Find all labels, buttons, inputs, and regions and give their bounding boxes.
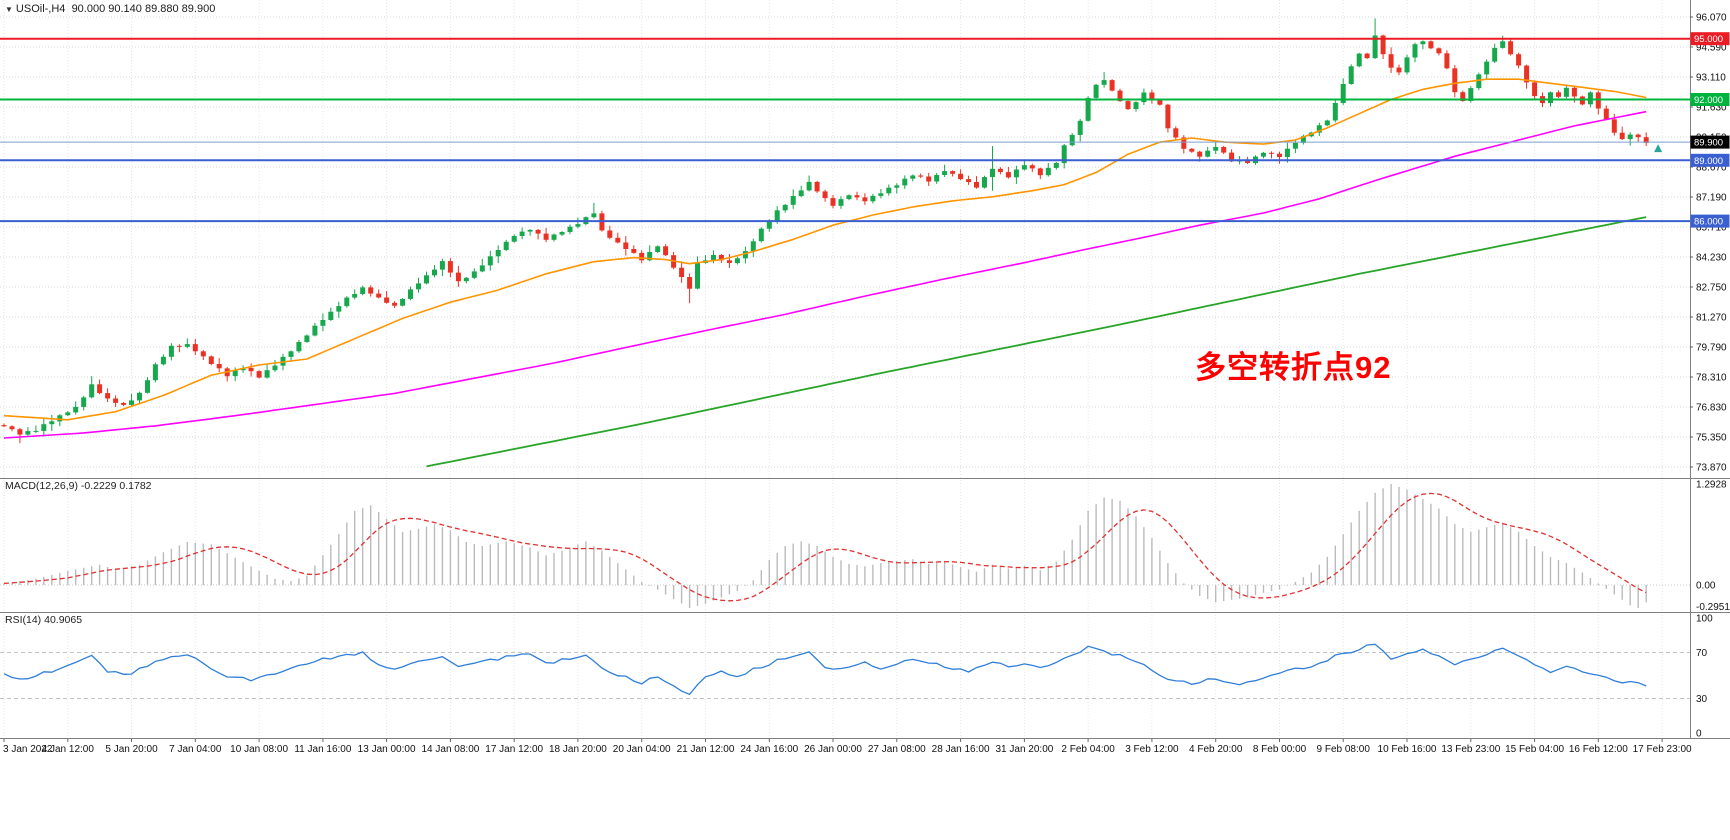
rsi-line	[3, 643, 1647, 696]
svg-text:31 Jan 20:00: 31 Jan 20:00	[995, 744, 1053, 755]
svg-text:100: 100	[1696, 614, 1713, 625]
svg-text:93.110: 93.110	[1696, 73, 1726, 84]
macd-indicator-label: MACD(12,26,9) -0.2229 0.1782	[5, 480, 152, 492]
svg-text:79.790: 79.790	[1696, 343, 1727, 354]
svg-text:0.00: 0.00	[1696, 581, 1716, 592]
svg-text:82.750: 82.750	[1696, 283, 1727, 294]
svg-text:70: 70	[1696, 648, 1708, 659]
svg-text:3 Feb 12:00: 3 Feb 12:00	[1125, 744, 1179, 755]
svg-text:28 Jan 16:00: 28 Jan 16:00	[932, 744, 990, 755]
svg-text:26 Jan 00:00: 26 Jan 00:00	[804, 744, 862, 755]
svg-text:91.630: 91.630	[1696, 103, 1727, 114]
price-axis[interactable]: 96.07094.59093.11091.63090.15088.67087.1…	[1690, 13, 1727, 474]
vertical-gridlines	[3, 0, 1663, 738]
price-tag: 95.000	[1690, 32, 1730, 46]
price-gridlines	[0, 16, 1690, 468]
chart-dropdown-icon[interactable]: ▼	[5, 5, 13, 14]
macd-values: -0.2229 0.1782	[80, 480, 152, 492]
rsi-indicator-label: RSI(14) 40.9065	[5, 614, 82, 626]
svg-text:14 Jan 08:00: 14 Jan 08:00	[421, 744, 479, 755]
svg-text:24 Jan 16:00: 24 Jan 16:00	[740, 744, 798, 755]
svg-text:4 Feb 20:00: 4 Feb 20:00	[1189, 744, 1243, 755]
svg-text:1.2928: 1.2928	[1696, 480, 1727, 491]
trade-marker-arrow	[1654, 144, 1663, 153]
svg-text:95.000: 95.000	[1694, 34, 1723, 45]
svg-text:13 Feb 23:00: 13 Feb 23:00	[1441, 744, 1500, 755]
svg-text:76.830: 76.830	[1696, 403, 1727, 414]
svg-text:17 Jan 12:00: 17 Jan 12:00	[485, 744, 543, 755]
svg-text:75.350: 75.350	[1696, 433, 1727, 444]
svg-text:85.710: 85.710	[1696, 223, 1727, 234]
annotation-text: 多空转折点92	[1195, 350, 1392, 385]
svg-text:73.870: 73.870	[1696, 463, 1727, 474]
svg-text:20 Jan 04:00: 20 Jan 04:00	[613, 744, 671, 755]
svg-text:17 Feb 23:00: 17 Feb 23:00	[1633, 744, 1692, 755]
svg-text:10 Jan 08:00: 10 Jan 08:00	[230, 744, 288, 755]
svg-text:88.670: 88.670	[1696, 163, 1727, 174]
svg-text:78.310: 78.310	[1696, 373, 1727, 384]
price-tag: 86.000	[1690, 214, 1730, 228]
macd-histogram	[3, 484, 1647, 608]
candlestick-series	[1, 18, 1649, 444]
symbol-ohlc-label: ▼ USOil-,H4 90.000 90.140 89.880 89.900	[5, 3, 215, 15]
svg-text:2 Feb 04:00: 2 Feb 04:00	[1061, 744, 1115, 755]
svg-text:16 Feb 12:00: 16 Feb 12:00	[1569, 744, 1628, 755]
macd-signal-line	[3, 492, 1647, 602]
svg-text:96.070: 96.070	[1696, 13, 1727, 24]
price-tag: 89.000	[1690, 153, 1730, 167]
svg-text:10 Feb 16:00: 10 Feb 16:00	[1378, 744, 1437, 755]
svg-text:84.230: 84.230	[1696, 253, 1727, 264]
svg-text:13 Jan 00:00: 13 Jan 00:00	[358, 744, 416, 755]
svg-text:9 Feb 08:00: 9 Feb 08:00	[1317, 744, 1371, 755]
ma-slow-line	[426, 216, 1647, 468]
ma-mid-line	[3, 110, 1647, 439]
svg-text:94.590: 94.590	[1696, 43, 1727, 54]
svg-text:4 Jan 12:00: 4 Jan 12:00	[42, 744, 95, 755]
svg-text:8 Feb 00:00: 8 Feb 00:00	[1253, 744, 1307, 755]
svg-text:87.190: 87.190	[1696, 193, 1727, 204]
macd-name: MACD(12,26,9)	[5, 480, 78, 492]
svg-text:92.000: 92.000	[1694, 95, 1723, 106]
svg-text:86.000: 86.000	[1694, 217, 1723, 228]
svg-text:15 Feb 04:00: 15 Feb 04:00	[1505, 744, 1564, 755]
svg-text:18 Jan 20:00: 18 Jan 20:00	[549, 744, 607, 755]
svg-text:5 Jan 20:00: 5 Jan 20:00	[105, 744, 158, 755]
macd-axis: 1.2928 0.00 -0.2951	[1696, 480, 1730, 614]
horizontal-level-lines[interactable]	[0, 37, 1690, 223]
svg-text:21 Jan 12:00: 21 Jan 12:00	[677, 744, 735, 755]
ohlc-values: 90.000 90.140 89.880 89.900	[71, 3, 216, 15]
svg-text:-0.2951: -0.2951	[1696, 602, 1730, 613]
svg-text:30: 30	[1696, 694, 1708, 705]
svg-text:27 Jan 08:00: 27 Jan 08:00	[868, 744, 926, 755]
svg-text:7 Jan 04:00: 7 Jan 04:00	[169, 744, 222, 755]
svg-text:81.270: 81.270	[1696, 313, 1727, 324]
price-tag: 89.900	[1690, 135, 1730, 149]
svg-text:11 Jan 16:00: 11 Jan 16:00	[294, 744, 352, 755]
rsi-value: 40.9065	[44, 614, 83, 626]
rsi-name: RSI(14)	[5, 614, 42, 626]
rsi-axis: 100 70 30 0	[1696, 614, 1713, 740]
price-tag: 92.000	[1690, 93, 1730, 106]
svg-text:89.900: 89.900	[1694, 138, 1723, 149]
svg-text:89.000: 89.000	[1694, 156, 1723, 167]
svg-text:3 Jan 2022: 3 Jan 2022	[3, 744, 53, 755]
svg-text:0: 0	[1696, 729, 1702, 740]
panel-separators[interactable]	[0, 0, 1730, 739]
ma-fast-line	[3, 78, 1647, 421]
symbol-period: USOil-,H4	[15, 3, 66, 15]
